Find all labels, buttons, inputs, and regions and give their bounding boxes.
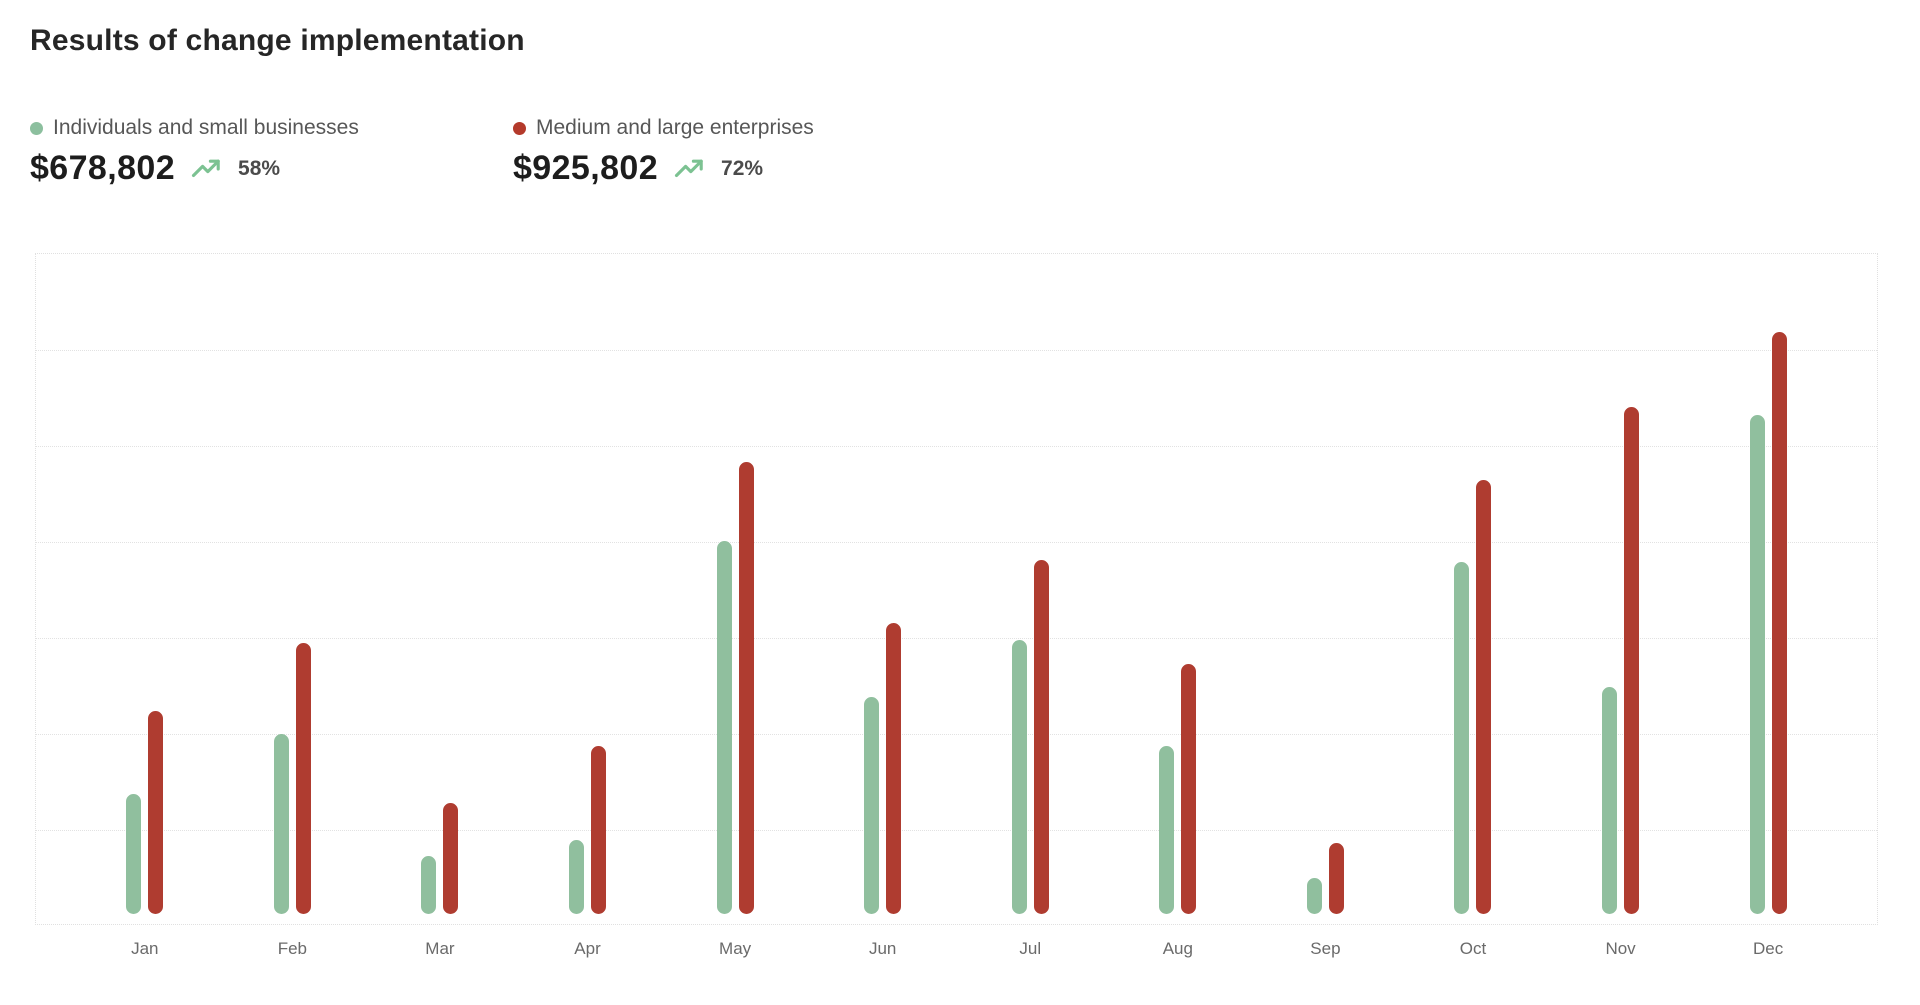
legend-label: Medium and large enterprises [536,116,814,139]
x-axis-label-dec: Dec [1753,939,1784,958]
bar-nov[interactable] [1602,687,1618,914]
legend-item-enterprises[interactable]: Medium and large enterprises [513,116,814,140]
x-axis-label-nov: Nov [1605,939,1636,958]
bar-jan[interactable] [148,711,164,914]
bar-jul[interactable] [1011,640,1027,914]
summary-value-row: $925,802 72% [513,149,814,188]
bar-jul[interactable] [1033,560,1049,914]
bar-apr[interactable] [591,746,607,914]
month-group-aug [1104,254,1252,914]
red-dot-icon [513,121,526,135]
bar-apr[interactable] [569,840,585,914]
bar-dec[interactable] [1749,415,1765,914]
bar-feb[interactable] [273,734,289,914]
total-value: $678,802 [30,149,176,187]
x-axis-labels: Jan Feb Mar Apr May Jun Jul Aug Sep Oct Nov Dec [71,939,1842,959]
x-axis-label-feb: Feb [277,939,308,958]
month-group-jan [71,254,219,914]
legend-item-individuals[interactable]: Individuals and small businesses [30,116,359,140]
trending-up-icon [674,159,703,177]
x-axis-label-aug: Aug [1162,939,1193,958]
x-axis-label-jun: Jun [868,939,897,958]
bar-feb[interactable] [295,643,311,914]
bar-jun[interactable] [864,697,880,914]
bar-sep[interactable] [1328,843,1344,914]
trending-up-icon [191,159,220,177]
gridline [36,638,1877,639]
x-axis-label-may: May [719,939,752,958]
gridline [36,830,1877,831]
page-title: Results of change implementation [30,24,525,57]
x-axis-label-mar: Mar [425,939,455,958]
change-percent: 58% [238,156,281,180]
x-axis-label-sep: Sep [1310,939,1341,958]
series-card-individuals: Individuals and small businesses $678,80… [30,116,359,188]
x-axis-label-oct: Oct [1459,939,1487,958]
total-value: $925,802 [513,149,659,187]
bar-dec[interactable] [1771,332,1787,914]
change-percent: 72% [721,156,764,180]
bars-layer [71,254,1842,914]
bar-may[interactable] [716,541,732,914]
month-group-may [661,254,809,914]
x-axis-label-jul: Jul [1019,939,1042,958]
gridline [36,734,1877,735]
bar-sep[interactable] [1306,878,1322,914]
month-group-jul [956,254,1104,914]
month-group-jun [809,254,957,914]
month-group-sep [1252,254,1400,914]
bar-mar[interactable] [421,856,437,914]
bar-aug[interactable] [1159,746,1175,914]
gridline [36,542,1877,543]
x-axis-label-apr: Apr [574,939,601,958]
bar-oct[interactable] [1454,562,1470,914]
x-axis-label-jan: Jan [131,939,159,958]
month-group-oct [1399,254,1547,914]
month-group-feb [219,254,367,914]
bar-jun[interactable] [886,623,902,914]
month-group-mar [366,254,514,914]
bar-jan[interactable] [126,794,142,914]
bar-chart-plot-area: Jan Feb Mar Apr May Jun Jul Aug Sep Oct Nov Dec [35,253,1878,958]
bar-mar[interactable] [443,803,459,914]
bar-may[interactable] [738,462,754,914]
gridline [36,446,1877,447]
gridline [36,350,1877,351]
month-group-dec [1694,254,1842,914]
bar-oct[interactable] [1476,480,1492,914]
bar-nov[interactable] [1624,407,1640,914]
series-card-enterprises: Medium and large enterprises $925,802 72… [513,116,814,188]
legend-label: Individuals and small businesses [53,116,359,139]
summary-value-row: $678,802 58% [30,149,359,188]
month-group-apr [514,254,662,914]
month-group-nov [1547,254,1695,914]
bar-aug[interactable] [1181,664,1197,914]
green-dot-icon [30,121,43,135]
